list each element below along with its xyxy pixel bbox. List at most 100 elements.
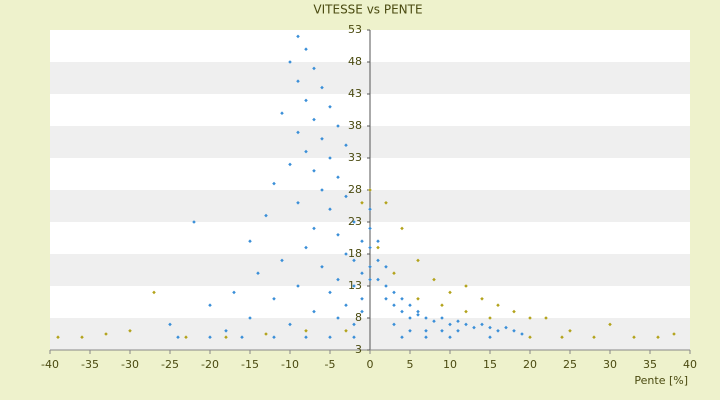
point xyxy=(304,47,308,51)
point xyxy=(328,207,332,211)
point xyxy=(248,239,252,243)
point xyxy=(344,329,348,333)
point xyxy=(384,284,388,288)
point xyxy=(352,322,356,327)
point xyxy=(408,303,412,307)
point xyxy=(280,111,284,115)
point xyxy=(376,277,380,282)
point xyxy=(472,325,476,330)
point xyxy=(312,117,316,122)
point xyxy=(528,316,532,320)
point xyxy=(376,245,380,250)
point xyxy=(504,325,508,330)
point xyxy=(432,319,436,323)
point xyxy=(264,332,268,336)
point xyxy=(304,335,308,339)
point xyxy=(288,322,292,327)
point xyxy=(336,316,340,320)
point xyxy=(264,213,268,218)
point xyxy=(408,329,412,333)
point xyxy=(544,316,548,320)
point xyxy=(512,329,516,333)
point xyxy=(288,60,292,64)
point xyxy=(392,290,396,295)
point xyxy=(568,329,572,333)
point xyxy=(464,322,468,327)
x-tick-label: 30 xyxy=(603,358,617,371)
point xyxy=(312,226,316,231)
point xyxy=(512,309,516,314)
point xyxy=(320,265,324,269)
point xyxy=(496,329,500,333)
point xyxy=(448,335,452,339)
point xyxy=(336,124,340,128)
point xyxy=(368,245,372,250)
point xyxy=(328,105,332,109)
point xyxy=(384,201,388,205)
point xyxy=(344,252,348,256)
point xyxy=(376,258,380,263)
point xyxy=(304,245,308,250)
point xyxy=(256,271,260,275)
x-tick-label: -5 xyxy=(325,358,336,371)
point xyxy=(296,130,300,135)
point xyxy=(400,297,404,301)
point xyxy=(368,207,372,211)
point xyxy=(528,335,532,339)
point xyxy=(560,335,564,339)
point xyxy=(272,181,276,186)
point xyxy=(360,201,364,205)
point xyxy=(440,303,444,307)
point xyxy=(352,258,356,263)
point xyxy=(152,290,156,295)
point xyxy=(360,271,364,275)
point xyxy=(448,322,452,327)
point xyxy=(592,335,596,339)
point xyxy=(416,309,420,314)
point xyxy=(464,284,468,288)
x-tick-label: -20 xyxy=(201,358,219,371)
point xyxy=(440,316,444,320)
point xyxy=(312,169,316,173)
point xyxy=(408,316,412,320)
y-tick-label: 43 xyxy=(348,87,362,100)
point xyxy=(312,66,316,71)
point xyxy=(208,303,212,307)
point xyxy=(304,149,308,154)
point xyxy=(80,335,84,339)
y-tick-label: 28 xyxy=(348,183,362,196)
point xyxy=(56,335,60,339)
point xyxy=(488,316,492,320)
y-tick-label: 48 xyxy=(348,55,362,68)
x-tick-label: -10 xyxy=(281,358,299,371)
point xyxy=(328,335,332,339)
point xyxy=(344,143,348,147)
point xyxy=(304,329,308,333)
point xyxy=(328,156,332,160)
point xyxy=(480,297,484,301)
point xyxy=(192,220,196,224)
point xyxy=(360,297,364,301)
point xyxy=(632,335,636,339)
point xyxy=(608,322,612,327)
point xyxy=(224,335,228,339)
point xyxy=(392,271,396,275)
point xyxy=(240,335,244,339)
point xyxy=(288,162,292,167)
point xyxy=(352,284,356,288)
x-tick-label: -30 xyxy=(121,358,139,371)
point xyxy=(456,329,460,333)
point xyxy=(496,303,500,307)
point xyxy=(424,329,428,333)
y-tick-label: 53 xyxy=(348,23,362,36)
x-tick-label: 35 xyxy=(643,358,657,371)
point xyxy=(320,85,324,90)
point xyxy=(368,188,372,192)
x-tick-label: -35 xyxy=(81,358,99,371)
y-tick-label: 33 xyxy=(348,151,362,164)
point xyxy=(248,316,252,320)
point xyxy=(440,329,444,333)
y-tick-label: 18 xyxy=(348,247,362,260)
point xyxy=(352,220,356,224)
